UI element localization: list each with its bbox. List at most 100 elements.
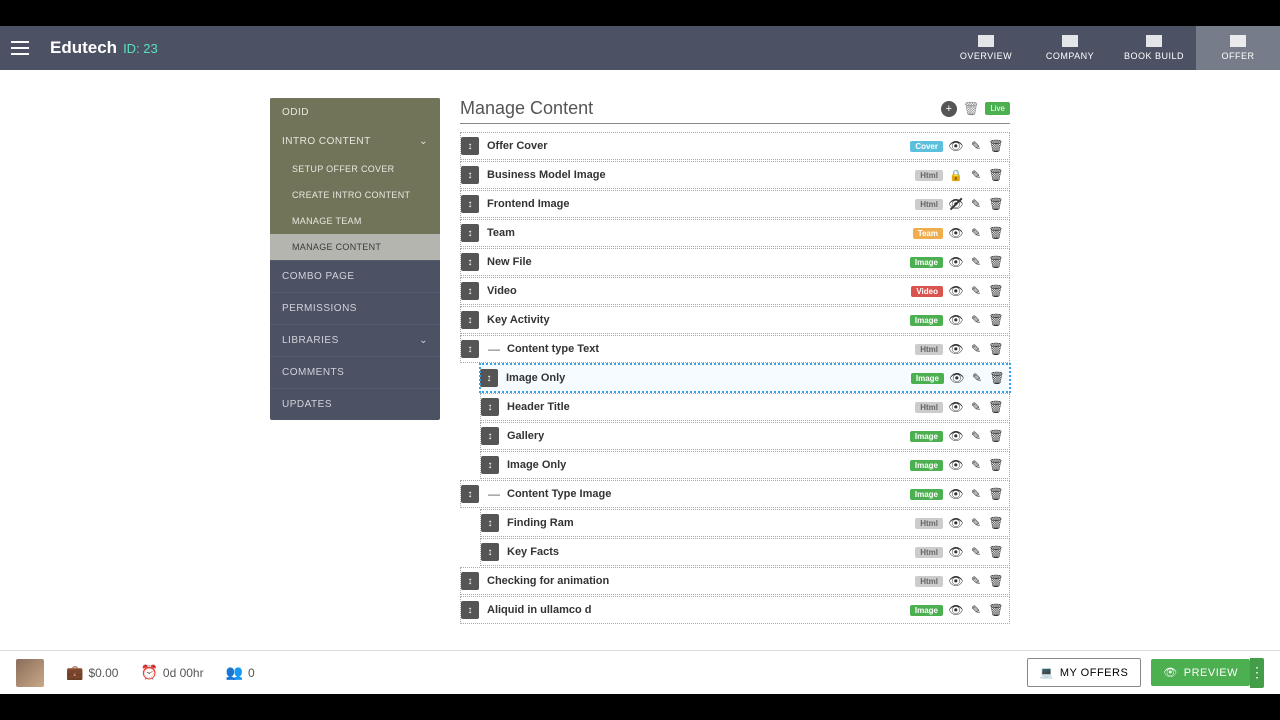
eye-icon[interactable]: 👁 bbox=[949, 313, 963, 327]
edit-icon[interactable]: ✎ bbox=[969, 139, 983, 153]
sidebar-section-intro[interactable]: INTRO CONTENT ⌄ bbox=[270, 127, 440, 156]
edit-icon[interactable]: ✎ bbox=[969, 255, 983, 269]
drag-handle-icon[interactable] bbox=[461, 572, 479, 590]
delete-icon[interactable]: 🗑 bbox=[989, 400, 1003, 414]
edit-icon[interactable]: ✎ bbox=[969, 168, 983, 182]
content-row[interactable]: —Content Type ImageImage👁✎🗑 bbox=[460, 480, 1010, 508]
hamburger-menu[interactable] bbox=[0, 26, 40, 70]
delete-icon[interactable]: 🗑 bbox=[989, 516, 1003, 530]
eye-icon[interactable]: 👁 bbox=[949, 545, 963, 559]
edit-icon[interactable]: ✎ bbox=[969, 516, 983, 530]
content-row[interactable]: Aliquid in ullamco dImage👁✎🗑 bbox=[460, 596, 1010, 624]
content-row[interactable]: GalleryImage👁✎🗑 bbox=[480, 422, 1010, 450]
drag-handle-icon[interactable] bbox=[461, 311, 479, 329]
eye-off-icon[interactable]: 👁 bbox=[949, 197, 963, 211]
sidebar-sub-create-intro[interactable]: CREATE INTRO CONTENT bbox=[270, 182, 440, 208]
content-row[interactable]: New FileImage👁✎🗑 bbox=[460, 248, 1010, 276]
delete-icon[interactable]: 🗑 bbox=[990, 371, 1004, 385]
delete-icon[interactable]: 🗑 bbox=[989, 545, 1003, 559]
nav-book-build[interactable]: BOOK BUILD bbox=[1112, 26, 1196, 70]
sidebar-sub-setup-cover[interactable]: SETUP OFFER COVER bbox=[270, 156, 440, 182]
drag-handle-icon[interactable] bbox=[481, 427, 499, 445]
nav-offer[interactable]: OFFER bbox=[1196, 26, 1280, 70]
sidebar-item-updates[interactable]: UPDATES bbox=[270, 388, 440, 420]
content-row[interactable]: Image OnlyImage👁✎🗑 bbox=[480, 364, 1010, 392]
eye-icon[interactable]: 👁 bbox=[949, 226, 963, 240]
edit-icon[interactable]: ✎ bbox=[969, 458, 983, 472]
lock-icon[interactable]: 🔒 bbox=[949, 168, 963, 182]
content-row[interactable]: Header TitleHtml👁✎🗑 bbox=[480, 393, 1010, 421]
delete-icon[interactable]: 🗑 bbox=[989, 429, 1003, 443]
drag-handle-icon[interactable] bbox=[461, 137, 479, 155]
content-row[interactable]: Key FactsHtml👁✎🗑 bbox=[480, 538, 1010, 566]
add-button[interactable]: + bbox=[941, 101, 957, 117]
eye-icon[interactable]: 👁 bbox=[949, 255, 963, 269]
drag-handle-icon[interactable] bbox=[481, 543, 499, 561]
eye-icon[interactable]: 👁 bbox=[949, 487, 963, 501]
edit-icon[interactable]: ✎ bbox=[969, 197, 983, 211]
delete-icon[interactable]: 🗑 bbox=[989, 255, 1003, 269]
drag-handle-icon[interactable] bbox=[461, 282, 479, 300]
delete-icon[interactable]: 🗑 bbox=[989, 284, 1003, 298]
content-row[interactable]: TeamTeam👁✎🗑 bbox=[460, 219, 1010, 247]
edit-icon[interactable]: ✎ bbox=[969, 603, 983, 617]
edit-icon[interactable]: ✎ bbox=[969, 342, 983, 356]
content-row[interactable]: Offer CoverCover👁✎🗑 bbox=[460, 132, 1010, 160]
edit-icon[interactable]: ✎ bbox=[969, 487, 983, 501]
eye-icon[interactable]: 👁 bbox=[949, 429, 963, 443]
delete-icon[interactable]: 🗑 bbox=[989, 603, 1003, 617]
drag-handle-icon[interactable] bbox=[461, 224, 479, 242]
drag-handle-icon[interactable] bbox=[481, 514, 499, 532]
nav-company[interactable]: COMPANY bbox=[1028, 26, 1112, 70]
delete-icon[interactable]: 🗑 bbox=[989, 139, 1003, 153]
edit-icon[interactable]: ✎ bbox=[970, 371, 984, 385]
sidebar-top[interactable]: ODID bbox=[270, 98, 440, 127]
edit-icon[interactable]: ✎ bbox=[969, 545, 983, 559]
edit-icon[interactable]: ✎ bbox=[969, 284, 983, 298]
user-avatar[interactable] bbox=[16, 659, 44, 687]
drag-handle-icon[interactable] bbox=[480, 369, 498, 387]
eye-icon[interactable]: 👁 bbox=[949, 284, 963, 298]
delete-all-button[interactable]: 🗑 bbox=[963, 101, 980, 117]
eye-icon[interactable]: 👁 bbox=[949, 400, 963, 414]
delete-icon[interactable]: 🗑 bbox=[989, 313, 1003, 327]
delete-icon[interactable]: 🗑 bbox=[989, 226, 1003, 240]
sidebar-item-permissions[interactable]: PERMISSIONS bbox=[270, 292, 440, 324]
drag-handle-icon[interactable] bbox=[461, 195, 479, 213]
my-offers-button[interactable]: 💻MY OFFERS bbox=[1027, 658, 1142, 687]
edit-icon[interactable]: ✎ bbox=[969, 400, 983, 414]
nav-overview[interactable]: OVERVIEW bbox=[944, 26, 1028, 70]
edit-icon[interactable]: ✎ bbox=[969, 429, 983, 443]
sidebar-sub-manage-team[interactable]: MANAGE TEAM bbox=[270, 208, 440, 234]
drag-handle-icon[interactable] bbox=[461, 601, 479, 619]
drag-handle-icon[interactable] bbox=[461, 340, 479, 358]
sidebar-item-combo[interactable]: COMBO PAGE bbox=[270, 260, 440, 292]
drag-handle-icon[interactable] bbox=[481, 398, 499, 416]
delete-icon[interactable]: 🗑 bbox=[989, 168, 1003, 182]
sidebar-item-comments[interactable]: COMMENTS bbox=[270, 356, 440, 388]
eye-icon[interactable]: 👁 bbox=[949, 603, 963, 617]
eye-icon[interactable]: 👁 bbox=[949, 516, 963, 530]
sidebar-item-libraries[interactable]: LIBRARIES ⌄ bbox=[270, 324, 440, 356]
preview-button[interactable]: 👁PREVIEW bbox=[1151, 659, 1250, 686]
delete-icon[interactable]: 🗑 bbox=[989, 487, 1003, 501]
eye-icon[interactable]: 👁 bbox=[950, 371, 964, 385]
drag-handle-icon[interactable] bbox=[461, 485, 479, 503]
drag-handle-icon[interactable] bbox=[481, 456, 499, 474]
content-row[interactable]: Frontend ImageHtml👁✎🗑 bbox=[460, 190, 1010, 218]
delete-icon[interactable]: 🗑 bbox=[989, 197, 1003, 211]
eye-icon[interactable]: 👁 bbox=[949, 342, 963, 356]
drag-handle-icon[interactable] bbox=[461, 166, 479, 184]
content-row[interactable]: Finding RamHtml👁✎🗑 bbox=[480, 509, 1010, 537]
delete-icon[interactable]: 🗑 bbox=[989, 458, 1003, 472]
content-row[interactable]: Checking for animationHtml👁✎🗑 bbox=[460, 567, 1010, 595]
content-row[interactable]: VideoVideo👁✎🗑 bbox=[460, 277, 1010, 305]
eye-icon[interactable]: 👁 bbox=[949, 458, 963, 472]
edit-icon[interactable]: ✎ bbox=[969, 574, 983, 588]
collapse-toggle[interactable]: — bbox=[487, 342, 501, 356]
content-row[interactable]: Image OnlyImage👁✎🗑 bbox=[480, 451, 1010, 479]
delete-icon[interactable]: 🗑 bbox=[989, 342, 1003, 356]
collapse-toggle[interactable]: — bbox=[487, 487, 501, 501]
edit-icon[interactable]: ✎ bbox=[969, 313, 983, 327]
sidebar-sub-manage-content[interactable]: MANAGE CONTENT bbox=[270, 234, 440, 260]
